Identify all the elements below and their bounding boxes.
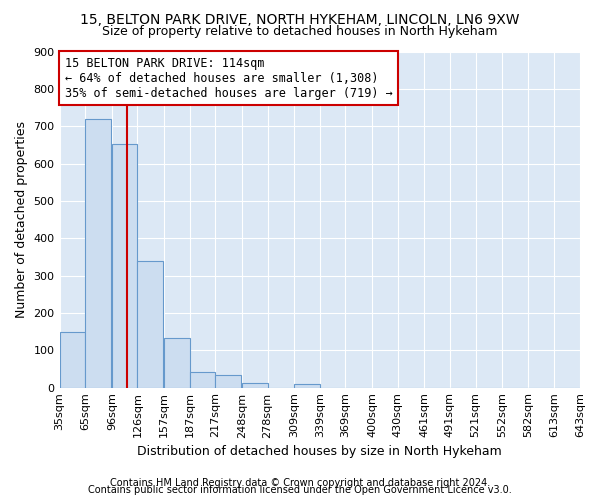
Bar	[112, 144, 137, 388]
Text: Contains HM Land Registry data © Crown copyright and database right 2024.: Contains HM Land Registry data © Crown c…	[110, 478, 490, 488]
Bar	[190, 372, 215, 388]
Bar	[137, 260, 163, 388]
Bar	[294, 384, 320, 388]
Text: 15 BELTON PARK DRIVE: 114sqm
← 64% of detached houses are smaller (1,308)
35% of: 15 BELTON PARK DRIVE: 114sqm ← 64% of de…	[65, 56, 392, 100]
Y-axis label: Number of detached properties: Number of detached properties	[15, 121, 28, 318]
X-axis label: Distribution of detached houses by size in North Hykeham: Distribution of detached houses by size …	[137, 444, 502, 458]
Bar	[59, 332, 85, 388]
Bar	[242, 383, 268, 388]
Bar	[85, 120, 111, 388]
Bar	[215, 375, 241, 388]
Bar	[164, 338, 190, 388]
Text: Size of property relative to detached houses in North Hykeham: Size of property relative to detached ho…	[102, 25, 498, 38]
Text: 15, BELTON PARK DRIVE, NORTH HYKEHAM, LINCOLN, LN6 9XW: 15, BELTON PARK DRIVE, NORTH HYKEHAM, LI…	[80, 12, 520, 26]
Text: Contains public sector information licensed under the Open Government Licence v3: Contains public sector information licen…	[88, 485, 512, 495]
